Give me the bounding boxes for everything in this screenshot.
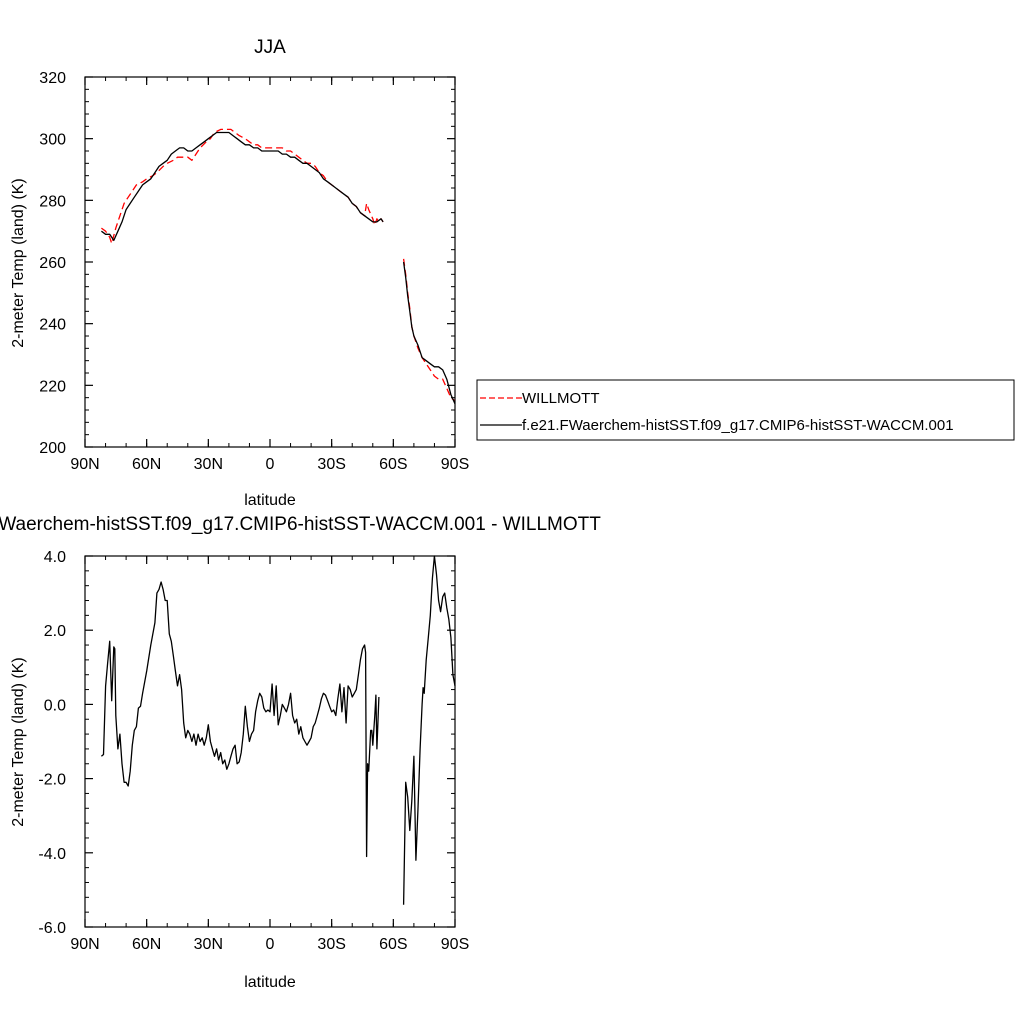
bottom-x-tick-label: 30N [194, 936, 223, 953]
top-chart-x-axis-label: latitude [244, 492, 296, 509]
bottom-x-tick-label: 30S [317, 936, 345, 953]
bottom-y-tick-label: 0.0 [44, 697, 66, 714]
bottom-chart-x-axis-label: latitude [244, 974, 296, 991]
bottom-chart-title: f.e21.FWaerchem-histSST.f09_g17.CMIP6-hi… [0, 514, 601, 535]
top-x-tick-label: 60S [379, 456, 407, 473]
top-y-tick-label: 220 [39, 378, 66, 395]
bottom-x-tick-label: 90S [441, 936, 469, 953]
top-y-tick-label: 300 [39, 132, 66, 149]
bottom-y-tick-label: 4.0 [44, 549, 66, 566]
bottom-series-0-line-segment-0 [100, 581, 380, 858]
bottom-y-tick-label: -6.0 [38, 920, 66, 937]
bottom-chart-frame [84, 555, 456, 928]
bottom-y-tick-label: 2.0 [44, 623, 66, 640]
legend-box [476, 379, 1015, 441]
top-chart-frame [84, 76, 456, 448]
top-series-1-line-segment-0 [101, 131, 384, 242]
top-x-tick-label: 30S [317, 456, 345, 473]
bottom-chart-y-axis-label: 2-meter Temp (land) (K) [10, 657, 27, 827]
top-series-0-line-segment-0 [101, 128, 384, 245]
top-chart-y-axis-label: 2-meter Temp (land) (K) [10, 178, 27, 348]
bottom-x-tick-label: 60S [379, 936, 407, 953]
top-y-tick-label: 240 [39, 317, 66, 334]
top-x-tick-label: 0 [266, 456, 275, 473]
top-y-tick-label: 260 [39, 255, 66, 272]
top-chart-plot-area: 90N 60N 30N 0 30S 60S 90S 200 220 240 260 280 300 320 [39, 70, 469, 473]
bottom-x-tick-label: 0 [266, 936, 275, 953]
top-chart-title: JJA [254, 37, 286, 58]
bottom-chart-plot-area: 90N 60N 30N 0 30S 60S 90S -6.0 -4.0 -2.0 0.0 2.0 4.0 [38, 549, 469, 953]
legend: WILLMOTT f.e21.FWaerchem-histSST.f09_g17… [476, 379, 1015, 441]
top-y-tick-label: 200 [39, 440, 66, 457]
top-x-tick-label: 60N [132, 456, 161, 473]
legend-label-willmott: WILLMOTT [522, 390, 600, 407]
top-series-0-line-segment-1 [402, 258, 456, 402]
top-x-tick-label: 90S [441, 456, 469, 473]
top-y-tick-label: 320 [39, 70, 66, 87]
bottom-y-tick-label: -2.0 [38, 772, 66, 789]
top-series-1-line-segment-1 [402, 261, 456, 405]
bottom-x-tick-label: 90N [70, 936, 99, 953]
top-y-tick-label: 280 [39, 193, 66, 210]
top-x-tick-label: 90N [70, 456, 99, 473]
top-x-tick-label: 30N [194, 456, 223, 473]
bottom-series-0-line-segment-1 [402, 555, 456, 905]
bottom-x-tick-label: 60N [132, 936, 161, 953]
bottom-y-tick-label: -4.0 [38, 846, 66, 863]
legend-label-model: f.e21.FWaerchem-histSST.f09_g17.CMIP6-hi… [522, 417, 954, 434]
